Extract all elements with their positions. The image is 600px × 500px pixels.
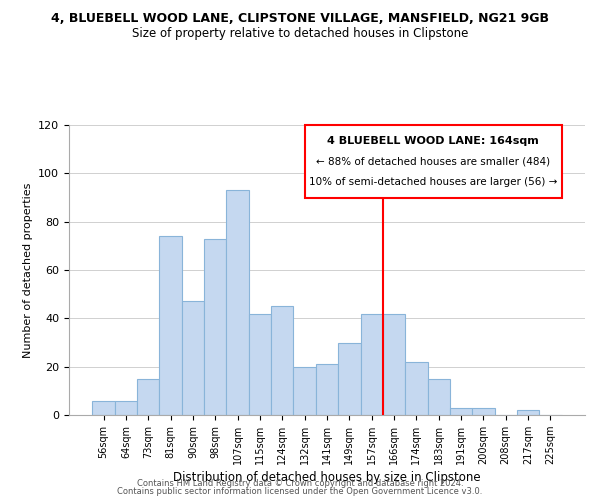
Bar [137, 379, 160, 415]
X-axis label: Distribution of detached houses by size in Clipstone: Distribution of detached houses by size … [173, 471, 481, 484]
Bar [428, 379, 450, 415]
Y-axis label: Number of detached properties: Number of detached properties [23, 182, 32, 358]
Bar [338, 342, 361, 415]
Bar [361, 314, 383, 415]
FancyBboxPatch shape [305, 125, 562, 198]
Bar [450, 408, 472, 415]
Text: ← 88% of detached houses are smaller (484): ← 88% of detached houses are smaller (48… [316, 156, 550, 166]
Text: Size of property relative to detached houses in Clipstone: Size of property relative to detached ho… [132, 28, 468, 40]
Bar [316, 364, 338, 415]
Text: 4, BLUEBELL WOOD LANE, CLIPSTONE VILLAGE, MANSFIELD, NG21 9GB: 4, BLUEBELL WOOD LANE, CLIPSTONE VILLAGE… [51, 12, 549, 26]
Bar [92, 400, 115, 415]
Bar [271, 306, 293, 415]
Text: Contains HM Land Registry data © Crown copyright and database right 2024.: Contains HM Land Registry data © Crown c… [137, 478, 463, 488]
Bar [517, 410, 539, 415]
Bar [383, 314, 405, 415]
Bar [472, 408, 494, 415]
Text: 10% of semi-detached houses are larger (56) →: 10% of semi-detached houses are larger (… [309, 176, 557, 186]
Bar [226, 190, 249, 415]
Bar [160, 236, 182, 415]
Text: Contains public sector information licensed under the Open Government Licence v3: Contains public sector information licen… [118, 487, 482, 496]
Bar [249, 314, 271, 415]
Bar [182, 302, 204, 415]
Bar [115, 400, 137, 415]
Bar [293, 366, 316, 415]
Bar [405, 362, 428, 415]
Bar [204, 238, 226, 415]
Text: 4 BLUEBELL WOOD LANE: 164sqm: 4 BLUEBELL WOOD LANE: 164sqm [327, 136, 539, 146]
